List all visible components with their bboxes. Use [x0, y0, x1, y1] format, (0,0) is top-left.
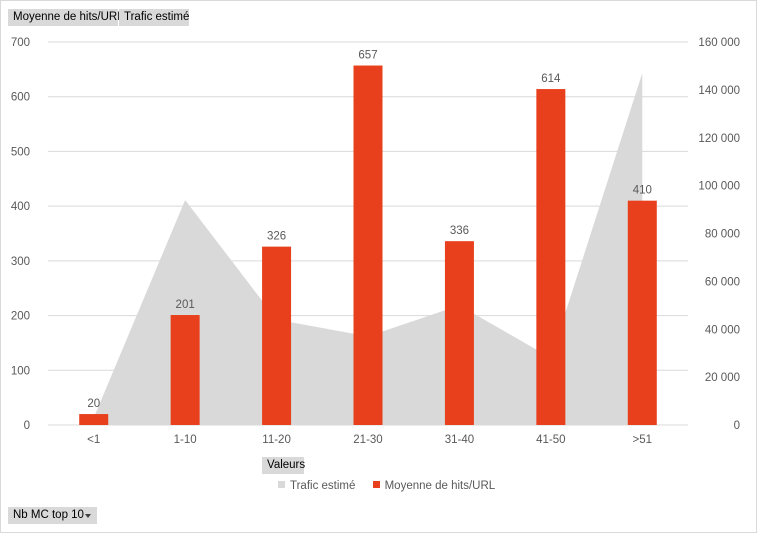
- y-right-tick-label: 100 000: [698, 181, 740, 193]
- y-left-tick-label: 400: [11, 201, 30, 213]
- field-button-moyenne[interactable]: Moyenne de hits/URL: [8, 9, 124, 26]
- y-right-tick-label: 60 000: [705, 276, 740, 288]
- x-tick-label: 31-40: [445, 434, 474, 446]
- x-tick-label: 11-20: [262, 434, 291, 446]
- y-right-tick-label: 160 000: [698, 37, 740, 49]
- area-trafic-estime[interactable]: [93, 73, 643, 426]
- y-left-tick-label: 500: [11, 146, 30, 158]
- field-button-filter[interactable]: Nb MC top 10: [8, 507, 97, 524]
- data-label: 614: [541, 73, 561, 85]
- y-right-tick-label: 140 000: [698, 85, 740, 97]
- legend-swatch-moyenne: [372, 481, 380, 489]
- bar-moyenne[interactable]: [353, 65, 383, 425]
- data-label: 410: [633, 185, 652, 197]
- x-tick-label: >51: [633, 434, 653, 446]
- data-label: 20: [87, 398, 100, 410]
- field-button-valeurs[interactable]: Valeurs: [262, 457, 305, 474]
- field-button-trafic[interactable]: Trafic estimé: [119, 9, 189, 26]
- bar-series: [79, 65, 657, 425]
- data-label: 657: [358, 50, 377, 62]
- x-tick-label: 41-50: [536, 434, 565, 446]
- legend: Trafic estimé Moyenne de hits/URL: [278, 480, 509, 492]
- chevron-down-icon[interactable]: [85, 514, 91, 518]
- x-tick-label: <1: [87, 434, 100, 446]
- legend-swatch-trafic: [278, 481, 285, 489]
- bar-moyenne[interactable]: [627, 200, 657, 425]
- bar-moyenne[interactable]: [170, 315, 200, 425]
- y-left-tick-label: 0: [24, 420, 30, 432]
- filter-label: Nb MC top 10: [13, 509, 84, 521]
- y-left-tick-label: 100: [11, 365, 30, 377]
- data-label: 326: [267, 231, 286, 243]
- legend-label-moyenne: Moyenne de hits/URL: [384, 480, 496, 492]
- y-left-tick-label: 700: [11, 37, 30, 49]
- y-right-tick-label: 40 000: [705, 324, 740, 336]
- bar-moyenne[interactable]: [536, 89, 566, 425]
- area-series: [93, 73, 643, 426]
- legend-item-trafic[interactable]: Trafic estimé: [278, 480, 355, 492]
- labels: 0 100 200 300 400 500 600 700 0 20 000 40 000 60 00…: [11, 37, 740, 446]
- legend-item-moyenne[interactable]: Moyenne de hits/URL: [372, 480, 496, 492]
- bar-moyenne[interactable]: [444, 241, 474, 425]
- y-right-tick-label: 80 000: [705, 229, 740, 241]
- legend-label-trafic: Trafic estimé: [290, 480, 356, 492]
- bar-moyenne[interactable]: [262, 246, 292, 425]
- y-left-tick-label: 300: [11, 256, 30, 268]
- data-label: 336: [450, 225, 469, 237]
- y-right-tick-label: 20 000: [705, 372, 740, 384]
- bar-moyenne[interactable]: [79, 414, 109, 425]
- y-right-tick-label: 0: [734, 420, 740, 432]
- x-tick-label: 21-30: [353, 434, 382, 446]
- y-right-tick-label: 120 000: [698, 133, 740, 145]
- y-left-tick-label: 600: [11, 92, 30, 104]
- y-left-tick-label: 200: [11, 311, 30, 323]
- data-label: 201: [176, 299, 195, 311]
- x-tick-label: 1-10: [174, 434, 197, 446]
